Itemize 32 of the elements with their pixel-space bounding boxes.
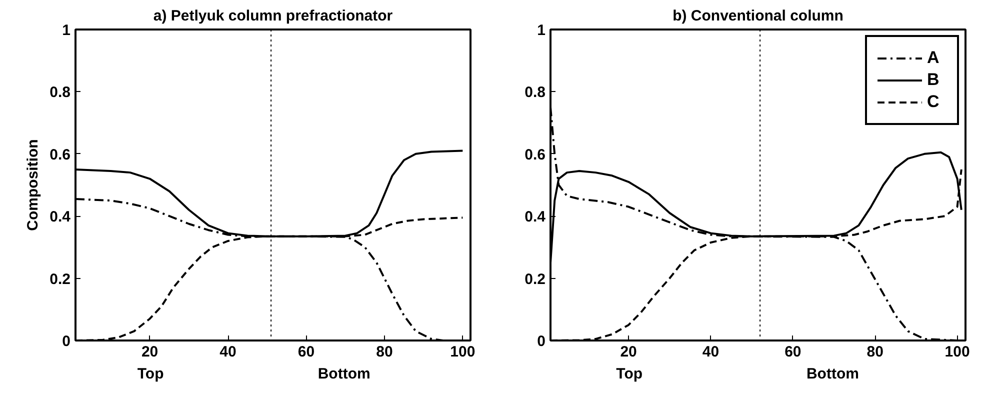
y-tick-label: 0: [62, 333, 70, 350]
x-tick-label: 40: [220, 344, 236, 360]
y-tick-label: 0.8: [524, 84, 546, 102]
x-tick-label: 60: [298, 344, 315, 360]
x-tick-label: 40: [702, 344, 720, 360]
y-tick-label: 0.6: [524, 146, 546, 164]
chart-title: b) Conventional column: [672, 8, 844, 24]
y-tick-label: 1: [537, 22, 546, 39]
legend-label: A: [927, 47, 940, 69]
x-tick-label: 80: [376, 344, 393, 360]
y-axis-title: Composition: [24, 139, 42, 231]
x-tick-label: 100: [944, 344, 970, 360]
x-tick-label: 80: [866, 344, 884, 360]
x-tick-label: 20: [620, 344, 637, 360]
legend-label: B: [927, 69, 940, 91]
y-tick-label: 0.2: [524, 270, 546, 288]
y-tick-label: 0.6: [50, 146, 71, 164]
y-tick-label: 0.2: [50, 270, 71, 288]
text: Top: [137, 366, 164, 382]
text: Top: [616, 366, 643, 382]
chart-title: a) Petlyuk column prefractionator: [153, 8, 393, 24]
text: Bottom: [318, 366, 370, 382]
text: Bottom: [806, 366, 859, 382]
y-tick-label: 0.4: [50, 208, 72, 226]
legend-label: C: [927, 91, 940, 113]
x-tick-label: 60: [784, 344, 802, 360]
x-tick-label: 20: [141, 344, 158, 360]
y-tick-label: 0.4: [524, 208, 546, 226]
y-tick-label: 0: [537, 333, 546, 350]
y-tick-label: 0.8: [50, 84, 71, 102]
y-tick-label: 1: [62, 22, 70, 39]
x-tick-label: 100: [450, 344, 476, 360]
